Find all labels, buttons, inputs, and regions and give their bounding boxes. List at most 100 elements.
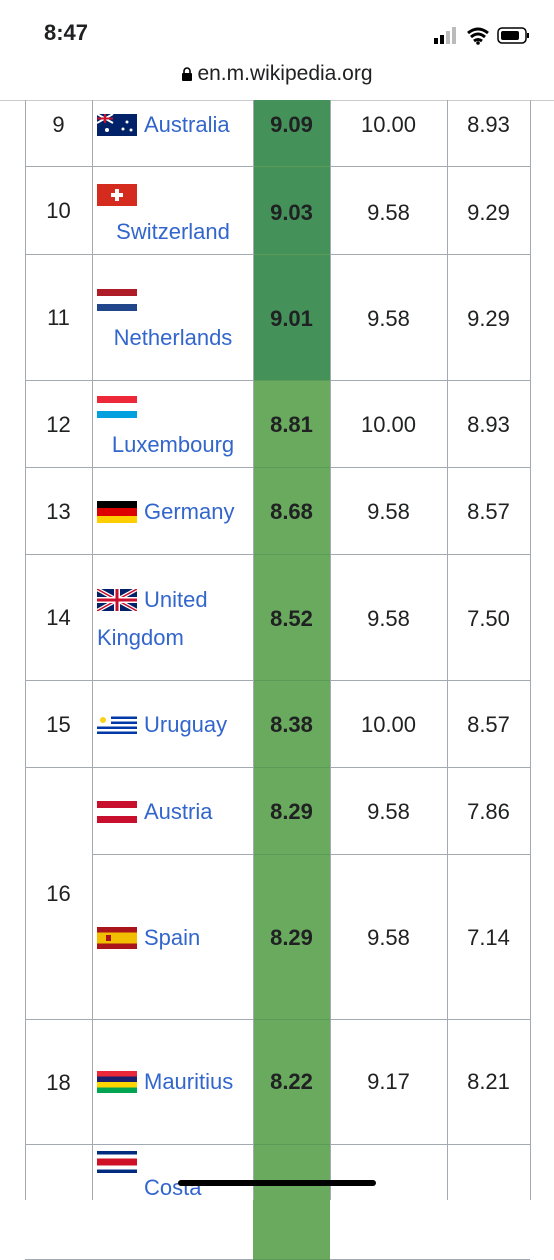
score-cell — [253, 555, 330, 681]
url-bar[interactable]: en.m.wikipedia.org — [0, 62, 554, 94]
country-cell — [92, 167, 253, 255]
country-link[interactable]: Spain — [144, 925, 201, 950]
score-cell — [253, 1020, 330, 1145]
url: en.m.wikipedia.org — [197, 62, 373, 85]
score: 9.01 — [270, 306, 313, 331]
value-cell — [447, 100, 530, 167]
country-link[interactable]: Luxembourg — [111, 432, 235, 457]
flag-icon — [97, 589, 137, 611]
rank: 14 — [46, 605, 71, 630]
value-cell — [447, 468, 530, 555]
value-cell — [330, 100, 447, 167]
rank-cell — [25, 768, 92, 1020]
flag-icon — [97, 927, 137, 949]
flag-icon — [97, 114, 137, 136]
score: 9.03 — [270, 200, 313, 225]
home-indicator — [178, 1180, 376, 1186]
value-cell — [447, 855, 530, 1020]
country-link[interactable]: Austria — [144, 799, 213, 824]
country-link[interactable]: Netherlands — [113, 325, 233, 350]
value-cell — [330, 681, 447, 768]
value: 9.58 — [367, 306, 410, 331]
status-icons — [434, 27, 529, 45]
flag-icon — [97, 184, 137, 206]
value: 8.93 — [467, 412, 510, 437]
score-cell — [253, 468, 330, 555]
value: 8.93 — [467, 112, 510, 137]
rank-cell — [25, 255, 92, 381]
score: 8.29 — [270, 799, 313, 824]
rank-cell — [25, 555, 92, 681]
country-link[interactable]: Uruguay — [144, 712, 228, 737]
value: 9.58 — [367, 925, 410, 950]
value: 9.29 — [467, 200, 510, 225]
rank: 10 — [46, 198, 71, 223]
value-cell — [330, 381, 447, 468]
value-cell — [330, 555, 447, 681]
rank: 11 — [47, 305, 70, 330]
value: 10.00 — [360, 412, 417, 437]
rank-cell — [25, 100, 92, 167]
flag-icon — [97, 714, 137, 736]
flag-icon — [97, 396, 137, 418]
value-cell — [447, 555, 530, 681]
value-cell — [447, 768, 530, 855]
country-cell — [92, 768, 253, 855]
value: 10.00 — [360, 112, 417, 137]
lock-icon — [182, 67, 193, 81]
value-cell — [447, 167, 530, 255]
flag-icon — [97, 1071, 137, 1093]
value-cell — [447, 1020, 530, 1145]
clock: 8:47 — [44, 20, 89, 45]
score-cell — [253, 100, 330, 167]
value: 8.57 — [467, 499, 510, 524]
country-link[interactable]: Switzerland — [116, 219, 230, 244]
country-link[interactable]: Costa — [144, 1175, 202, 1200]
country-cell — [92, 855, 253, 1020]
country-cell — [92, 381, 253, 468]
score-cell — [253, 255, 330, 381]
value: 10.00 — [360, 712, 417, 737]
score: 8.38 — [270, 712, 313, 737]
country-link[interactable]: Australia — [144, 112, 230, 137]
country-cell — [92, 468, 253, 555]
rank-cell — [25, 381, 92, 468]
value: 9.29 — [467, 306, 510, 331]
country-link[interactable]: United Kingdom — [97, 587, 208, 650]
status-bar: 8:47 — [0, 0, 554, 60]
value-cell — [330, 167, 447, 255]
score: 8.22 — [270, 1069, 313, 1094]
score: 8.68 — [270, 499, 313, 524]
score-cell — [253, 855, 330, 1020]
value: 8.21 — [467, 1069, 510, 1094]
rank-cell — [25, 468, 92, 555]
country-link[interactable]: Germany — [144, 499, 235, 524]
value: 7.86 — [467, 799, 510, 824]
country-link[interactable]: Mauritius — [144, 1069, 234, 1094]
value-cell — [330, 468, 447, 555]
rank: 9 — [52, 112, 65, 137]
column-border — [530, 100, 531, 1200]
column-border — [447, 100, 448, 1200]
score: 9.09 — [270, 112, 313, 137]
value: 9.58 — [367, 200, 410, 225]
flag-icon — [97, 1151, 137, 1173]
score: 8.29 — [270, 925, 313, 950]
rank-cell — [25, 1020, 92, 1145]
country-cell — [92, 555, 253, 681]
flag-icon — [97, 289, 137, 311]
rank: 15 — [46, 711, 71, 737]
rank: 13 — [46, 498, 71, 524]
column-border — [25, 100, 26, 1200]
score: 8.52 — [270, 606, 313, 631]
flag-icon — [97, 501, 137, 523]
flag-icon — [97, 801, 137, 823]
rank: 12 — [46, 411, 71, 437]
value: 9.17 — [367, 1069, 410, 1094]
value: 8.57 — [467, 712, 510, 737]
country-cell — [92, 681, 253, 768]
value-cell — [330, 1020, 447, 1145]
country-cell — [92, 100, 253, 167]
score-cell — [253, 681, 330, 768]
